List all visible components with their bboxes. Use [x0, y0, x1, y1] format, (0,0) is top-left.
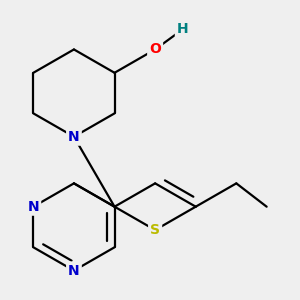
Text: O: O — [149, 42, 161, 56]
Text: S: S — [150, 223, 160, 237]
Text: N: N — [68, 130, 80, 144]
Text: N: N — [28, 200, 39, 214]
Text: N: N — [68, 264, 80, 278]
Text: H: H — [177, 22, 188, 36]
